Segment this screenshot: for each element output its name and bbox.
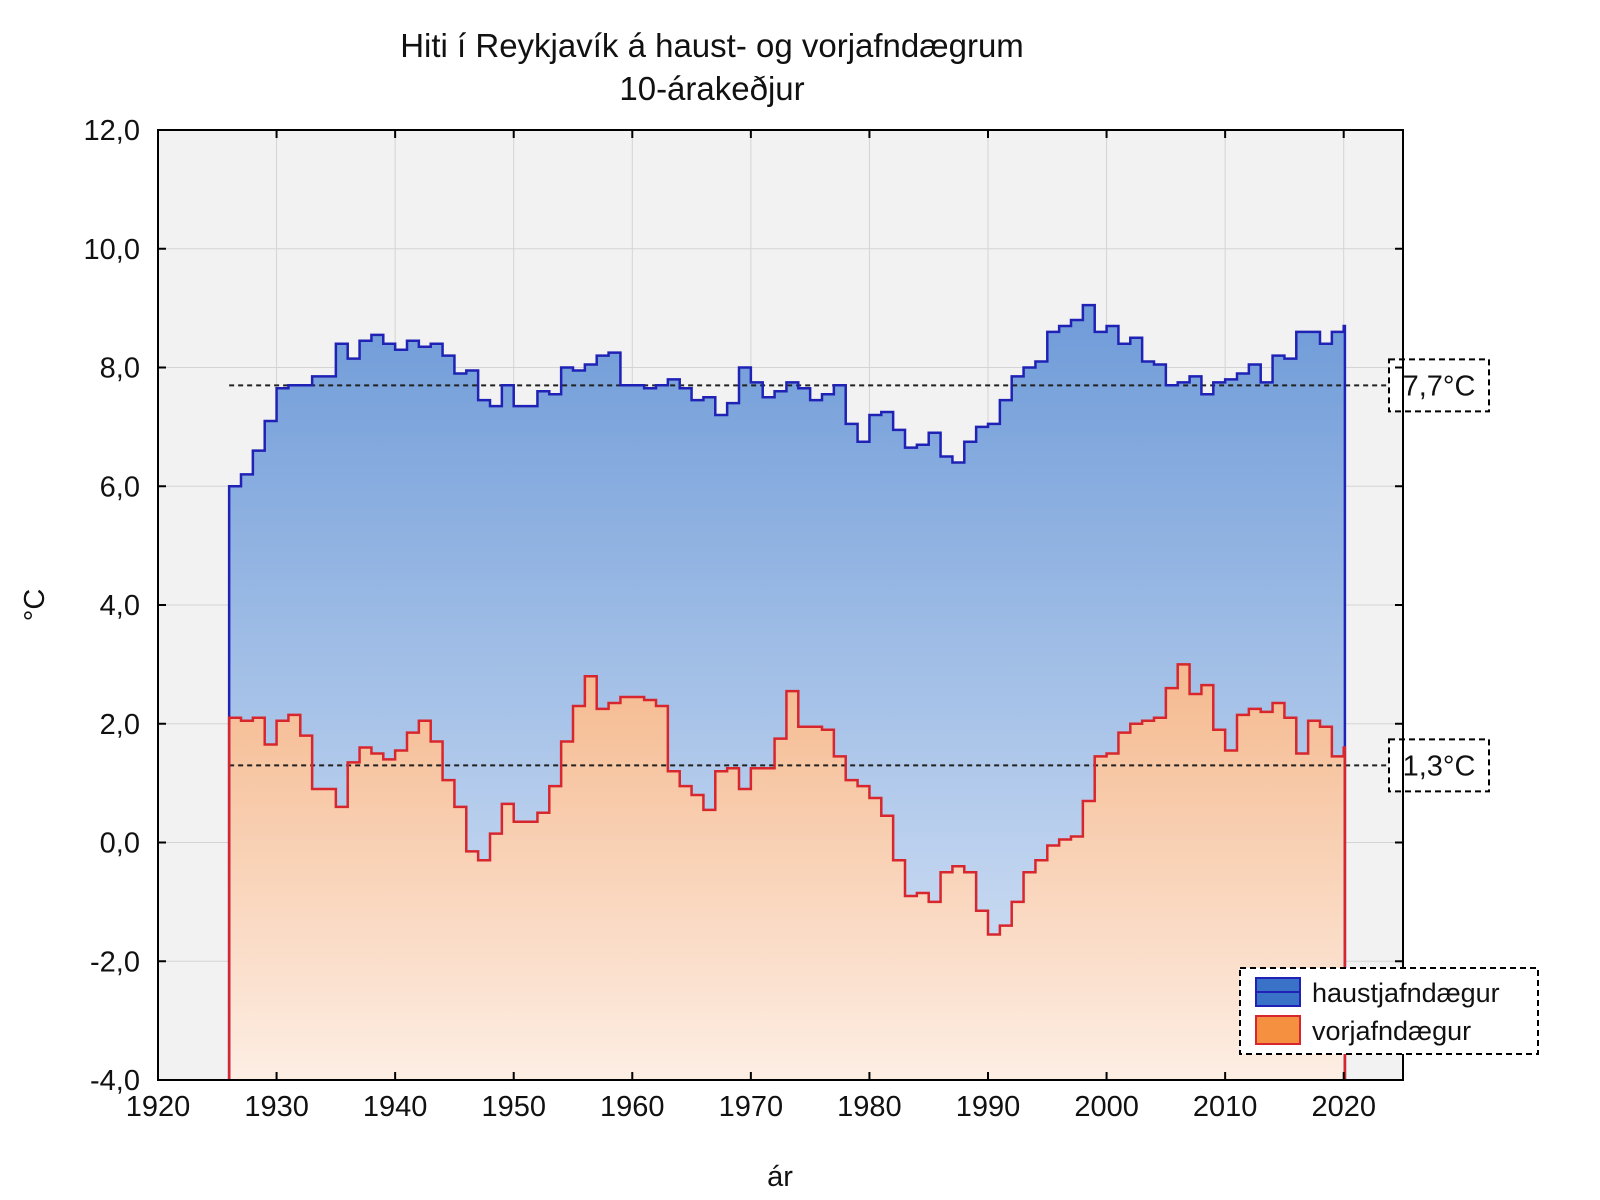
- legend-label-vorjafndaegur: vorjafndægur: [1312, 1016, 1471, 1046]
- y-tick-label-0: -4,0: [90, 1065, 140, 1097]
- y-axis-label: °C: [19, 589, 51, 622]
- x-tick-label-2020: 2020: [1311, 1091, 1376, 1123]
- chart-subtitle: 10-árakeðjur: [619, 70, 804, 107]
- y-tick-label-6: 8,0: [100, 353, 140, 385]
- y-tick-label-4: 4,0: [100, 590, 140, 622]
- legend-label-haustjafndaegur: haustjafndægur: [1312, 978, 1500, 1008]
- chart-title: Hiti í Reykjavík á haust- og vorjafndægr…: [400, 27, 1024, 64]
- legend: haustjafndægur vorjafndægur: [1239, 967, 1539, 1055]
- reference-label-0: 7,7°C: [1403, 370, 1476, 402]
- x-tick-label-1980: 1980: [837, 1091, 902, 1123]
- x-tick-label-1990: 1990: [956, 1091, 1021, 1123]
- y-tick-label-8: 12,0: [84, 115, 140, 147]
- y-tick-label-1: -2,0: [90, 946, 140, 978]
- axis-ticks: 1920 1930 1940 1950 1960 1970 1980 1990 2000 2010…: [84, 115, 1403, 1123]
- reference-label-box-0: [1388, 358, 1490, 413]
- x-tick-label-2010: 2010: [1193, 1091, 1258, 1123]
- x-tick-label-1920: 1920: [126, 1091, 191, 1123]
- series-line-haustjafndaegur: [227, 303, 1347, 1080]
- x-tick-label-1970: 1970: [719, 1091, 784, 1123]
- series-line-vorjafndaegur: [227, 663, 1347, 1080]
- reference-label-box-1: [1388, 738, 1490, 793]
- series-lines: [227, 303, 1347, 1080]
- x-tick-label-1950: 1950: [481, 1091, 546, 1123]
- y-tick-label-7: 10,0: [84, 234, 140, 266]
- reference-label-1: 1,3°C: [1403, 750, 1476, 782]
- x-tick-label-1940: 1940: [363, 1091, 428, 1123]
- x-tick-label-1930: 1930: [244, 1091, 309, 1123]
- legend-swatch-vorjafndaegur: [1255, 1015, 1301, 1045]
- y-tick-label-5: 6,0: [100, 471, 140, 503]
- area-fill-vorjafndaegur: [229, 664, 1345, 1080]
- y-tick-label-2: 0,0: [100, 828, 140, 860]
- x-axis-label: ár: [767, 1161, 793, 1193]
- x-tick-label-1960: 1960: [600, 1091, 665, 1123]
- x-tick-label-2000: 2000: [1074, 1091, 1139, 1123]
- reference-lines: 7,7°C 1,3°C: [229, 358, 1490, 793]
- y-tick-label-3: 2,0: [100, 709, 140, 741]
